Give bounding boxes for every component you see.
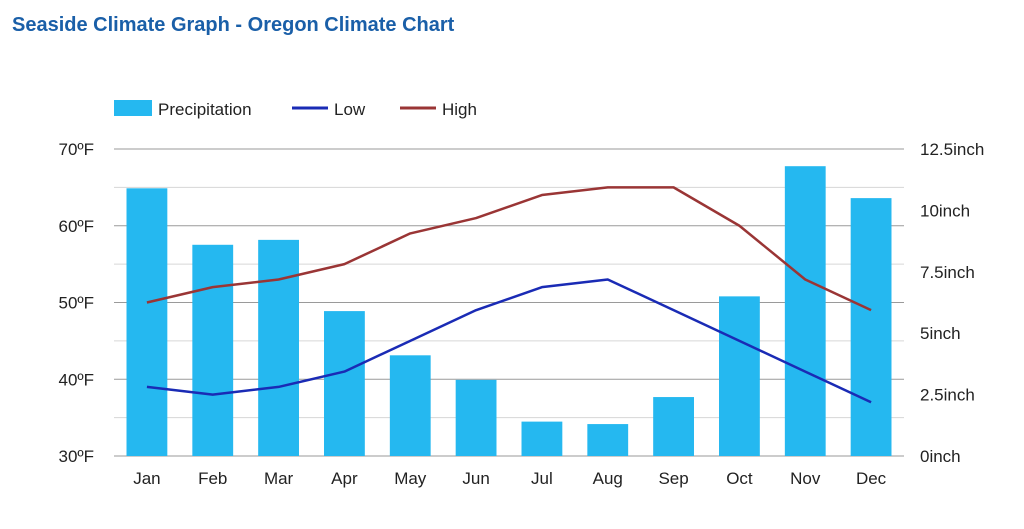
left-axis-tick-label: 30ºF — [58, 447, 94, 466]
low-temperature-line — [146, 278, 872, 404]
right-axis-tick-label: 2.5inch — [920, 386, 975, 405]
axes: 30ºF 40ºF 50ºF 60ºF 70ºF 0inch 2.5inch 5inch 7.5… — [58, 140, 984, 488]
x-axis-tick-label: May — [394, 469, 427, 488]
gridlines — [114, 148, 904, 457]
left-axis-tick-label: 40ºF — [58, 370, 94, 389]
x-axis-tick-label: Jan — [133, 469, 160, 488]
precipitation-bar — [850, 198, 892, 456]
precipitation-bar — [587, 424, 629, 456]
precipitation-bar — [126, 188, 168, 456]
legend-swatch-precipitation — [114, 100, 152, 116]
x-axis-tick-label: Nov — [790, 469, 821, 488]
x-axis-tick-label: Mar — [264, 469, 294, 488]
precipitation-bar — [258, 239, 299, 456]
chart-title: Seaside Climate Graph - Oregon Climate C… — [12, 14, 455, 36]
precipitation-bar — [389, 355, 431, 456]
right-axis-tick-label: 0inch — [920, 447, 961, 466]
right-axis-tick-label: 10inch — [920, 201, 970, 220]
precipitation-bar — [192, 244, 234, 456]
x-axis-tick-label: Feb — [198, 469, 227, 488]
x-axis-tick-label: Aug — [593, 469, 623, 488]
precipitation-bar — [324, 311, 365, 456]
legend-label: Low — [334, 100, 366, 119]
x-axis-tick-label: Apr — [331, 469, 358, 488]
x-axis-tick-label: Jul — [531, 469, 553, 488]
right-axis-tick-label: 7.5inch — [920, 263, 975, 282]
left-axis-tick-label: 70ºF — [58, 140, 94, 159]
high-temperature-line — [146, 186, 872, 312]
legend-label: Precipitation — [158, 100, 252, 119]
precipitation-bar — [653, 397, 694, 456]
legend-label: High — [442, 100, 477, 119]
right-axis-tick-label: 5inch — [920, 324, 961, 343]
x-axis-tick-label: Dec — [856, 469, 887, 488]
legend: Precipitation Low High — [114, 100, 477, 119]
precipitation-bar — [455, 379, 497, 456]
precipitation-bar — [784, 166, 826, 456]
left-axis-tick-label: 60ºF — [58, 217, 94, 236]
x-axis-tick-label: Jun — [462, 469, 489, 488]
x-axis-tick-label: Sep — [658, 469, 688, 488]
right-axis-tick-label: 12.5inch — [920, 140, 984, 159]
left-axis-tick-label: 50ºF — [58, 294, 94, 313]
precipitation-bar — [719, 296, 760, 456]
precipitation-bar — [521, 421, 563, 456]
temperature-lines — [146, 186, 872, 404]
x-axis-tick-label: Oct — [726, 469, 753, 488]
precipitation-bars — [126, 166, 892, 456]
